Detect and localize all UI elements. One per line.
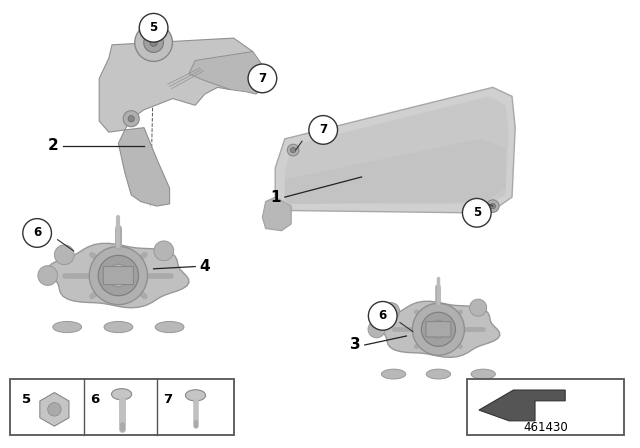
Circle shape [309, 116, 337, 144]
Circle shape [368, 321, 385, 338]
Text: 7: 7 [319, 123, 327, 137]
Ellipse shape [426, 369, 451, 379]
Text: 3: 3 [350, 337, 361, 353]
Text: 5: 5 [150, 21, 157, 34]
Text: 1: 1 [270, 190, 281, 205]
Circle shape [99, 255, 139, 296]
Polygon shape [189, 52, 269, 94]
Text: 4: 4 [199, 259, 210, 274]
Circle shape [470, 299, 486, 316]
FancyBboxPatch shape [467, 379, 624, 435]
Circle shape [253, 75, 259, 82]
Polygon shape [479, 390, 565, 421]
Polygon shape [285, 96, 509, 204]
Text: 6: 6 [90, 393, 99, 406]
Circle shape [249, 71, 263, 86]
Circle shape [90, 246, 148, 305]
Circle shape [54, 245, 74, 265]
Polygon shape [377, 302, 500, 358]
Ellipse shape [53, 321, 82, 332]
Circle shape [140, 13, 168, 42]
Circle shape [48, 403, 61, 416]
Circle shape [144, 33, 163, 52]
Text: 7: 7 [259, 72, 266, 85]
Text: 7: 7 [163, 393, 172, 406]
Text: 5: 5 [22, 393, 31, 406]
Circle shape [412, 303, 465, 355]
Ellipse shape [104, 321, 133, 332]
Circle shape [369, 302, 397, 330]
Polygon shape [262, 197, 291, 231]
Polygon shape [285, 139, 506, 204]
Ellipse shape [186, 390, 205, 401]
Text: 6: 6 [379, 309, 387, 323]
Circle shape [291, 147, 296, 153]
FancyBboxPatch shape [10, 379, 234, 435]
Text: 461430: 461430 [524, 421, 568, 435]
Ellipse shape [471, 369, 495, 379]
Ellipse shape [156, 321, 184, 332]
Circle shape [287, 144, 299, 156]
Ellipse shape [381, 369, 406, 379]
Circle shape [128, 116, 134, 122]
FancyBboxPatch shape [426, 322, 451, 337]
Circle shape [463, 198, 491, 227]
Text: 2: 2 [48, 138, 59, 153]
Polygon shape [118, 128, 170, 206]
Polygon shape [275, 87, 515, 213]
Circle shape [108, 264, 129, 287]
Circle shape [383, 303, 399, 320]
Polygon shape [48, 243, 189, 308]
Ellipse shape [111, 388, 132, 400]
Circle shape [135, 24, 172, 61]
Text: 5: 5 [473, 206, 481, 220]
Circle shape [154, 241, 173, 261]
Circle shape [490, 203, 495, 209]
Circle shape [23, 219, 51, 247]
Circle shape [123, 111, 140, 127]
Circle shape [248, 64, 276, 93]
Circle shape [421, 312, 456, 346]
Text: 6: 6 [33, 226, 41, 240]
Circle shape [38, 266, 58, 285]
Circle shape [150, 39, 157, 46]
Polygon shape [99, 38, 253, 132]
Circle shape [486, 200, 499, 212]
Circle shape [429, 320, 447, 338]
FancyBboxPatch shape [103, 267, 134, 284]
